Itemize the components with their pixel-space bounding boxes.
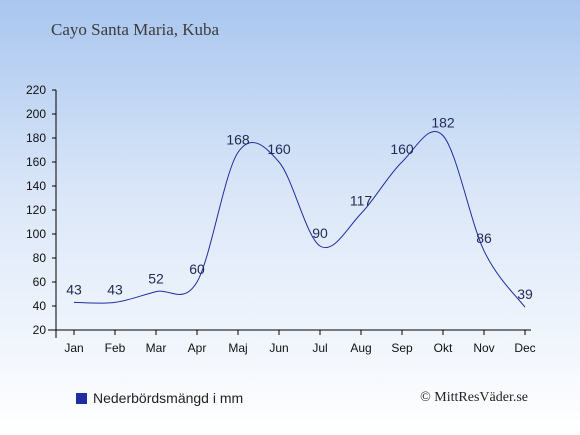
precipitation-line — [73, 130, 526, 308]
data-label: 43 — [107, 281, 123, 297]
x-tick-label: Jul — [312, 341, 327, 355]
data-label: 160 — [267, 141, 291, 157]
y-tick-label: 200 — [26, 107, 46, 121]
data-label: 43 — [66, 281, 82, 297]
credit-text: © MittResVäder.se — [420, 390, 528, 405]
x-tick-label: Feb — [105, 341, 126, 355]
x-tick-label: Nov — [473, 341, 494, 355]
y-tick-label: 40 — [33, 299, 47, 313]
legend: Nederbördsmängd i mm — [76, 390, 243, 406]
y-tick-label: 120 — [26, 203, 46, 217]
y-tick-label: 160 — [26, 155, 46, 169]
chart-title: Cayo Santa Maria, Kuba — [51, 20, 220, 39]
y-tick-label: 20 — [33, 323, 47, 337]
x-tick-label: Aug — [350, 341, 371, 355]
data-label: 117 — [350, 193, 373, 209]
x-tick-label: Jun — [269, 341, 288, 355]
data-label: 52 — [148, 271, 164, 287]
x-tick-label: Okt — [434, 341, 453, 355]
y-tick-label: 220 — [26, 83, 46, 97]
y-tick-label: 100 — [26, 227, 46, 241]
data-label: 182 — [431, 115, 455, 131]
y-tick-label: 80 — [33, 251, 47, 265]
x-tick-label: Maj — [228, 341, 247, 355]
x-tick-label: Apr — [188, 341, 207, 355]
data-label: 60 — [189, 261, 205, 277]
legend-swatch — [76, 392, 87, 404]
x-tick-label: Jan — [64, 341, 83, 355]
y-tick-label: 60 — [33, 275, 47, 289]
x-tick-label: Dec — [514, 341, 535, 355]
y-tick-label: 140 — [26, 179, 46, 193]
x-tick-label: Sep — [391, 341, 413, 355]
legend-label: Nederbördsmängd i mm — [93, 390, 244, 406]
data-label: 168 — [226, 131, 250, 147]
y-tick-label: 180 — [26, 131, 46, 145]
data-label: 160 — [390, 141, 414, 157]
data-label: 39 — [517, 286, 533, 302]
data-label: 86 — [476, 230, 492, 246]
data-label: 90 — [312, 225, 328, 241]
x-tick-label: Mar — [146, 341, 167, 355]
